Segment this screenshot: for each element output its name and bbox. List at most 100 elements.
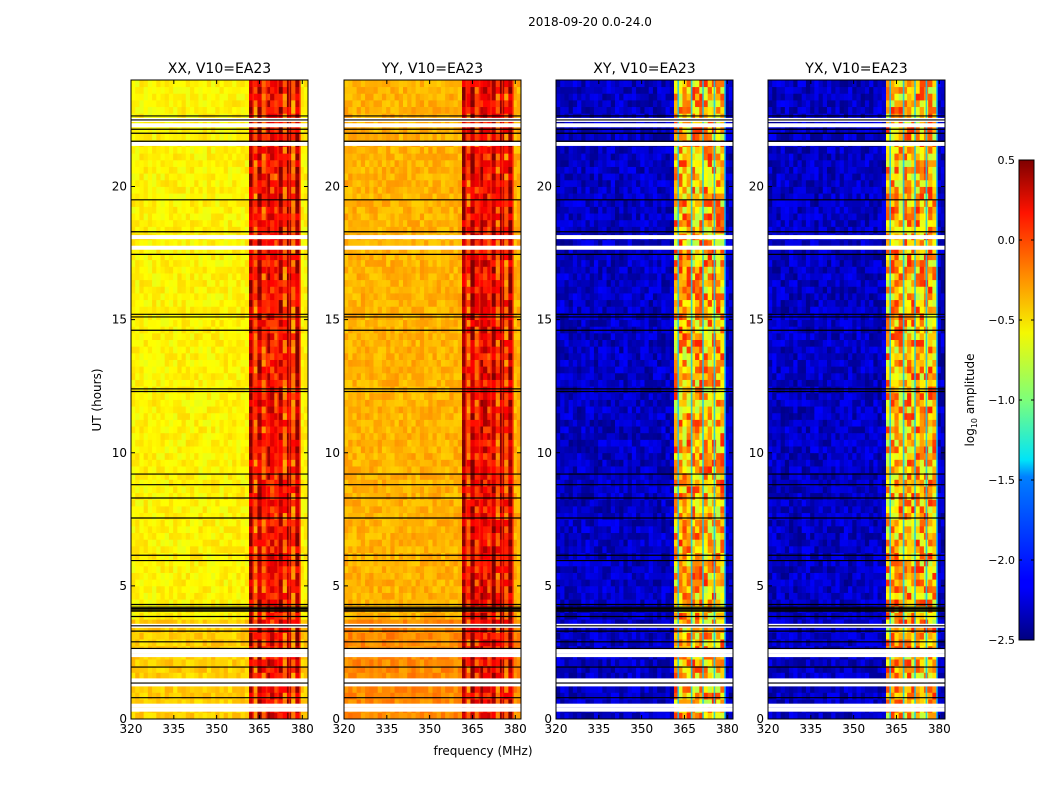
heatmap-cell <box>161 87 166 94</box>
heatmap-cell <box>257 546 262 553</box>
heatmap-cell <box>207 466 212 473</box>
heatmap-cell <box>220 419 225 426</box>
heatmap-cell <box>169 173 174 180</box>
heatmap-cell <box>262 107 267 114</box>
heatmap-cell <box>148 360 153 367</box>
heatmap-cell <box>378 599 383 606</box>
heatmap-cell <box>386 692 391 699</box>
heatmap-cell <box>283 260 288 267</box>
heatmap-cell <box>190 173 195 180</box>
heatmap-cell <box>152 446 157 453</box>
heatmap-cell <box>279 453 284 460</box>
heatmap-cell <box>241 333 246 340</box>
heatmap-cell <box>144 439 149 446</box>
heatmap-cell <box>228 280 233 287</box>
heatmap-cell <box>215 593 220 600</box>
heatmap-cell <box>348 712 353 719</box>
heatmap-cell <box>190 499 195 506</box>
heatmap-cell <box>177 220 182 227</box>
heatmap-cell <box>161 320 166 327</box>
heatmap-cell <box>169 87 174 94</box>
heatmap-cell <box>374 593 379 600</box>
heatmap-cell <box>224 100 229 107</box>
heatmap-cell <box>224 333 229 340</box>
heatmap-cell <box>211 499 216 506</box>
heatmap-cell <box>262 419 267 426</box>
heatmap-cell <box>228 406 233 413</box>
heatmap-cell <box>186 107 191 114</box>
heatmap-cell <box>475 599 480 606</box>
heatmap-cell <box>220 593 225 600</box>
heatmap-cell <box>190 393 195 400</box>
heatmap-cell <box>245 220 250 227</box>
heatmap-cell <box>161 546 166 553</box>
heatmap-cell <box>241 400 246 407</box>
heatmap-cell <box>148 220 153 227</box>
heatmap-cell <box>207 493 212 500</box>
heatmap-cell <box>190 300 195 307</box>
heatmap-cell <box>270 446 275 453</box>
heatmap-cell <box>236 133 241 140</box>
heatmap-cell <box>215 586 220 593</box>
heatmap-cell <box>182 206 187 213</box>
heatmap-cell <box>211 566 216 573</box>
heatmap-cell <box>348 599 353 606</box>
heatmap-cell <box>228 167 233 174</box>
heatmap-cell <box>165 466 170 473</box>
heatmap-cell <box>262 226 267 233</box>
heatmap-cell <box>190 200 195 207</box>
heatmap-cell <box>135 266 140 273</box>
heatmap-cell <box>144 446 149 453</box>
heatmap-cell <box>165 712 170 719</box>
heatmap-cell <box>207 226 212 233</box>
heatmap-cell <box>173 360 178 367</box>
heatmap-cell <box>190 273 195 280</box>
heatmap-cell <box>148 413 153 420</box>
heatmap-cell <box>241 360 246 367</box>
heatmap-cell <box>165 439 170 446</box>
heatmap-cell <box>190 187 195 194</box>
heatmap-cell <box>245 366 250 373</box>
heatmap-cell <box>186 100 191 107</box>
heatmap-cell <box>236 639 241 646</box>
heatmap-cell <box>169 206 174 213</box>
heatmap-cell <box>156 419 161 426</box>
heatmap-cell <box>144 93 149 100</box>
heatmap-cell <box>161 100 166 107</box>
heatmap-cell <box>186 533 191 540</box>
heatmap-cell <box>220 393 225 400</box>
flagged-gap <box>131 678 308 682</box>
heatmap-cell <box>169 320 174 327</box>
heatmap-cell <box>257 153 262 160</box>
heatmap-cell <box>492 686 497 693</box>
heatmap-cell <box>220 87 225 94</box>
heatmap-cell <box>399 692 404 699</box>
heatmap-cell <box>177 712 182 719</box>
heatmap-cell <box>156 353 161 360</box>
heatmap-cell <box>279 393 284 400</box>
heatmap-cell <box>156 173 161 180</box>
heatmap-cell <box>228 446 233 453</box>
heatmap-cell <box>445 593 450 600</box>
heatmap-cell <box>135 100 140 107</box>
heatmap-cell <box>245 692 250 699</box>
heatmap-cell <box>186 273 191 280</box>
heatmap-cell <box>169 446 174 453</box>
heatmap-cell <box>165 400 170 407</box>
heatmap-cell <box>220 380 225 387</box>
heatmap-cell <box>437 639 442 646</box>
heatmap-cell <box>131 133 136 140</box>
heatmap-cell <box>161 579 166 586</box>
heatmap-cell <box>144 300 149 307</box>
heatmap-cell <box>211 526 216 533</box>
heatmap-cell <box>224 293 229 300</box>
heatmap-cell <box>173 439 178 446</box>
heatmap-cell <box>198 373 203 380</box>
heatmap-cell <box>262 293 267 300</box>
heatmap-cell <box>378 593 383 600</box>
heatmap-cell <box>165 546 170 553</box>
heatmap-cell <box>291 513 296 520</box>
heatmap-cell <box>458 659 463 666</box>
heatmap-cell <box>144 366 149 373</box>
heatmap-cell <box>211 593 216 600</box>
